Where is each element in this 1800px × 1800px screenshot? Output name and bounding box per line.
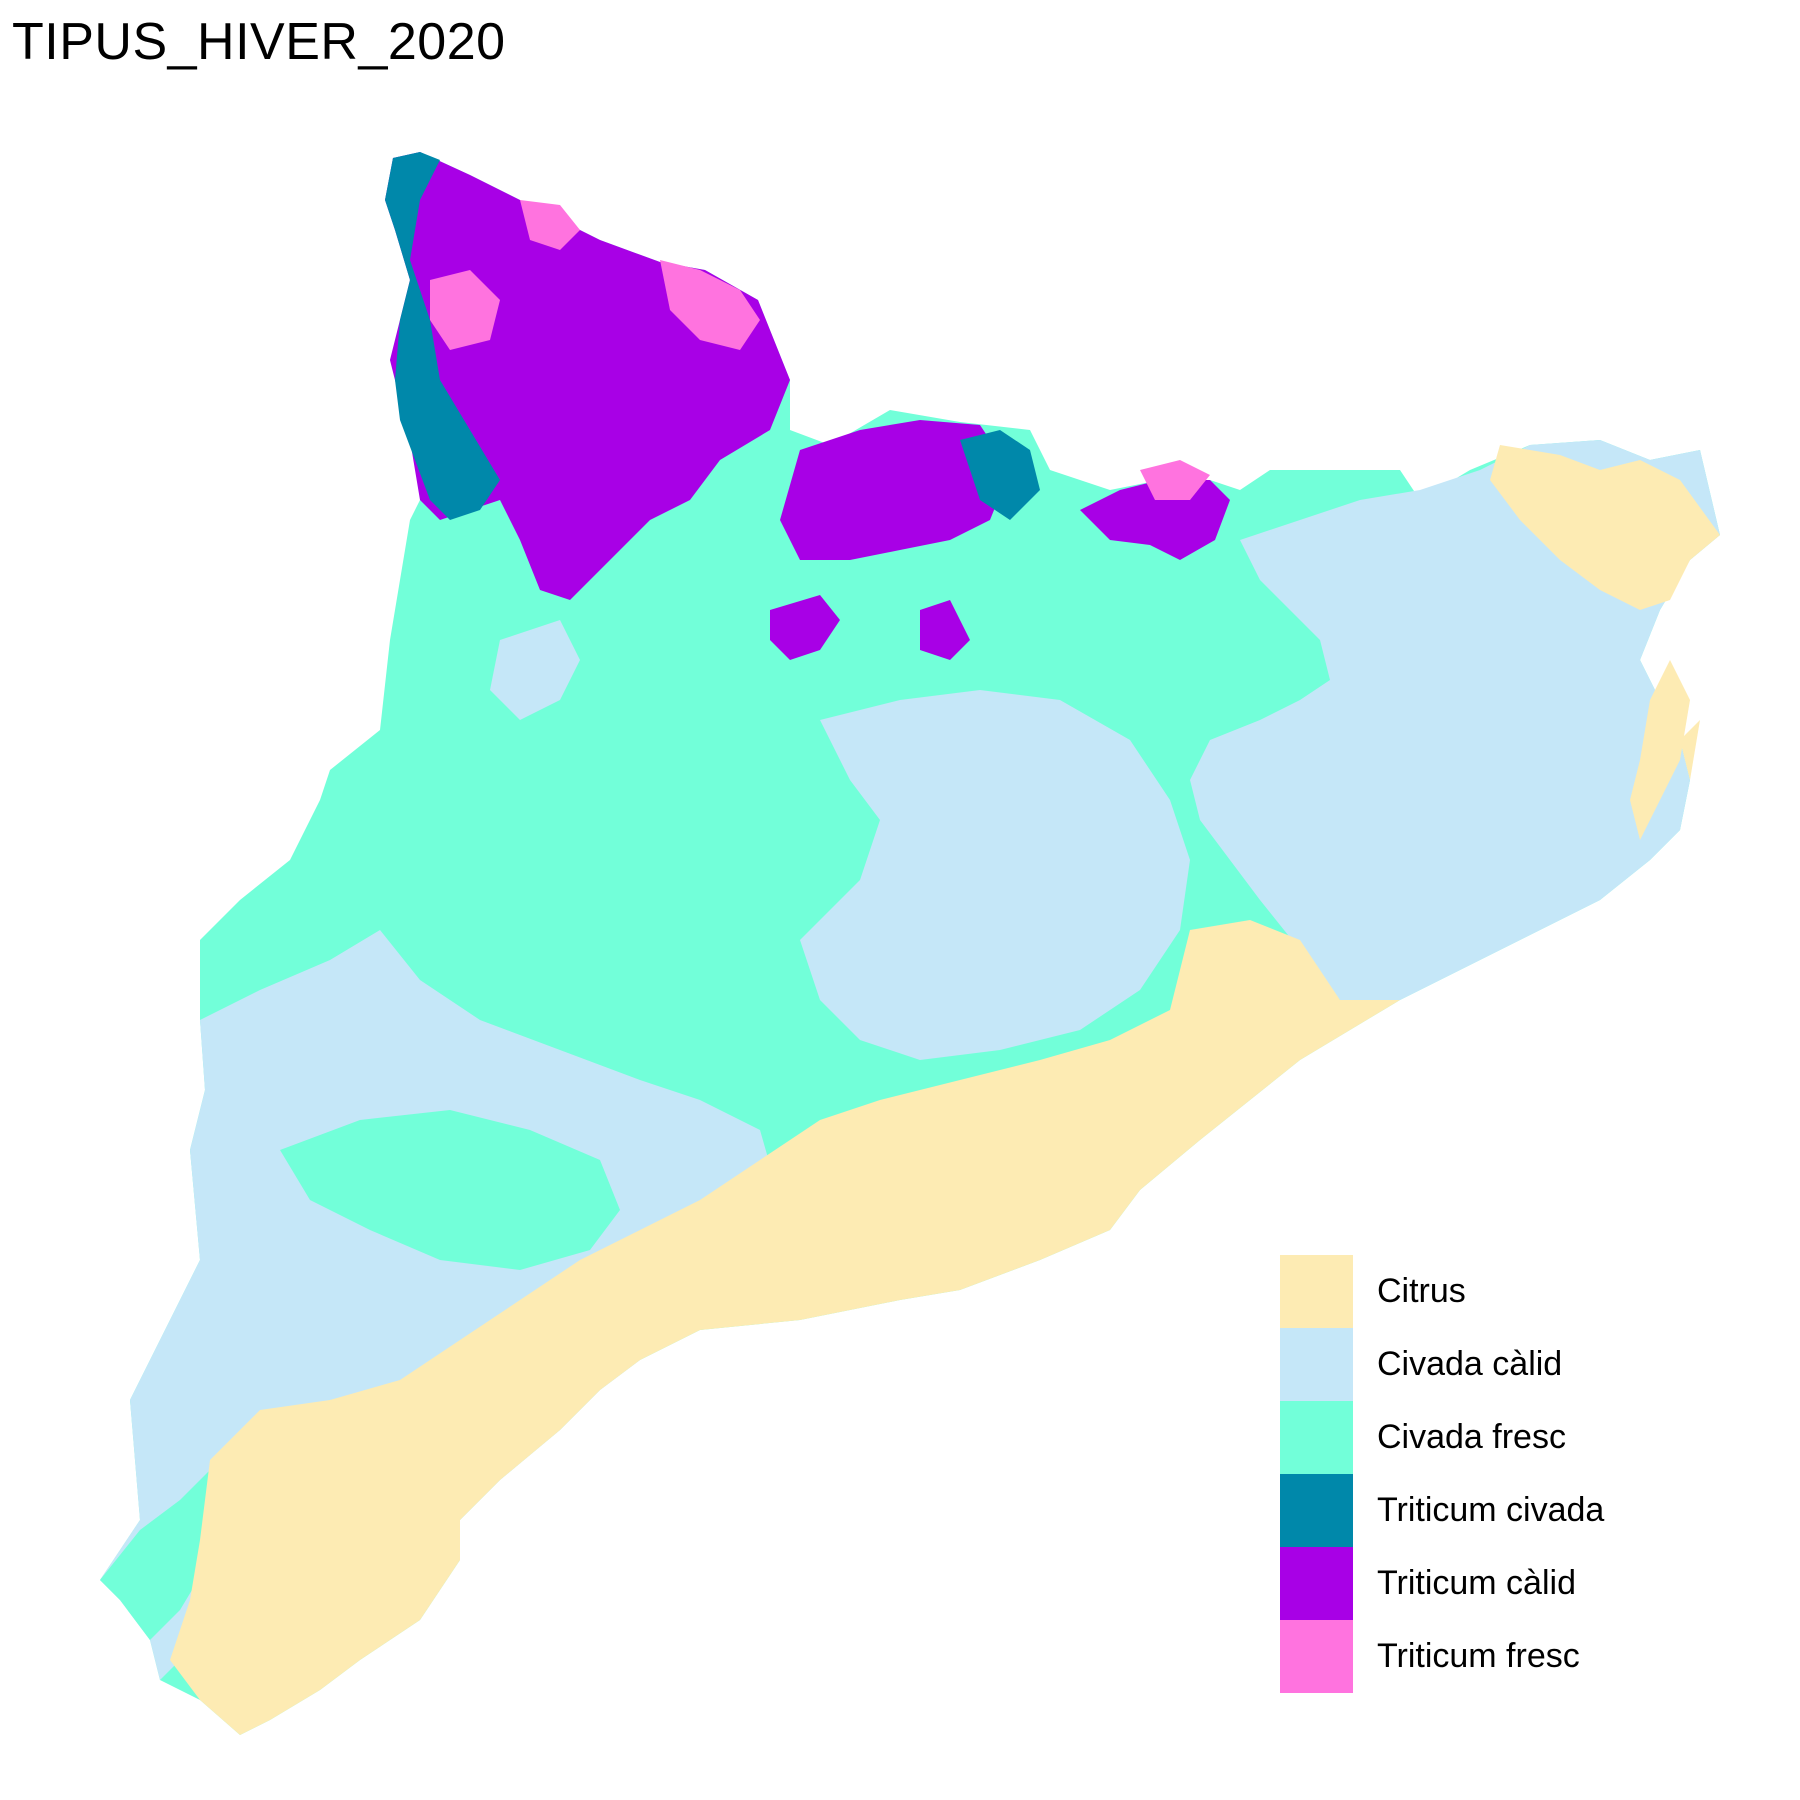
legend-item-civada-calid: Civada càlid: [1280, 1328, 1604, 1401]
legend-item-triticum-fresc: Triticum fresc: [1280, 1620, 1604, 1693]
legend-label-citrus: Citrus: [1377, 1272, 1466, 1310]
legend-swatch-triticum-civada: [1280, 1474, 1353, 1547]
region-citrus-coast: [170, 720, 1700, 1735]
legend-item-civada-fresc: Civada fresc: [1280, 1401, 1604, 1474]
legend-item-triticum-calid: Triticum càlid: [1280, 1547, 1604, 1620]
legend-label-triticum-calid: Triticum càlid: [1377, 1564, 1576, 1602]
region-triticum-civada-west: [385, 152, 500, 520]
region-triticum-calid-east-pyrenees: [1080, 480, 1230, 560]
legend-swatch-citrus: [1280, 1255, 1353, 1328]
region-citrus-costa-brava: [1490, 445, 1720, 610]
region-civada-calid-north: [490, 620, 580, 720]
legend-label-civada-fresc: Civada fresc: [1377, 1418, 1566, 1456]
region-civada-calid-center: [800, 690, 1190, 1060]
region-triticum-fresc-2: [660, 260, 760, 350]
map-legend: Citrus Civada càlid Civada fresc Triticu…: [1280, 1255, 1604, 1693]
legend-item-triticum-civada: Triticum civada: [1280, 1474, 1604, 1547]
region-triticum-calid-patch2: [920, 600, 970, 660]
region-triticum-civada-aran: [960, 430, 1040, 520]
legend-label-triticum-civada: Triticum civada: [1377, 1491, 1605, 1529]
region-triticum-calid-central: [780, 420, 1010, 560]
legend-swatch-civada-fresc: [1280, 1401, 1353, 1474]
region-triticum-fresc-1: [430, 270, 500, 350]
region-citrus-east-strip: [1630, 660, 1690, 840]
legend-swatch-civada-calid: [1280, 1328, 1353, 1401]
region-triticum-fresc-4: [1140, 460, 1210, 500]
region-civada-fresc-southwest: [280, 1110, 620, 1270]
region-civada-fresc-west-coast: [100, 1470, 230, 1640]
legend-item-citrus: Citrus: [1280, 1255, 1604, 1328]
legend-swatch-triticum-fresc: [1280, 1620, 1353, 1693]
region-triticum-fresc-3: [520, 200, 580, 250]
legend-label-triticum-fresc: Triticum fresc: [1377, 1637, 1580, 1675]
legend-swatch-triticum-calid: [1280, 1547, 1353, 1620]
legend-label-civada-calid: Civada càlid: [1377, 1345, 1563, 1383]
region-triticum-calid-patches: [770, 595, 840, 660]
map-title: TIPUS_HIVER_2020: [12, 13, 506, 71]
